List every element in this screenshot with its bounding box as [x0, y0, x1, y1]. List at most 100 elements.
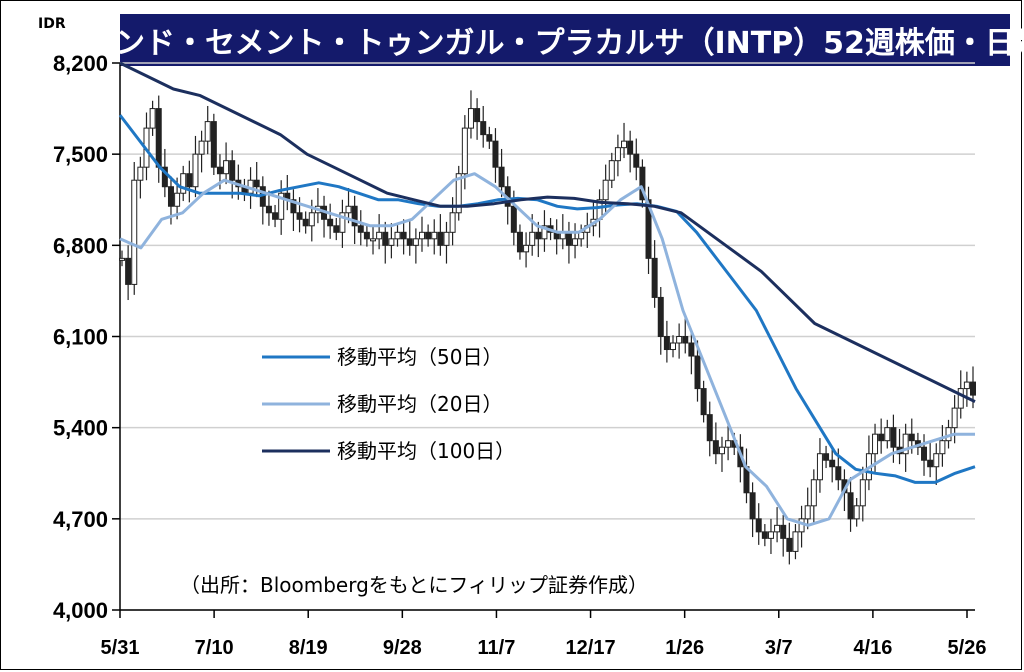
candle-body: [486, 134, 493, 142]
x-tick-label: 4/16: [853, 637, 892, 659]
candle-body: [602, 179, 609, 201]
candle-body: [645, 199, 652, 259]
candle-body: [498, 166, 505, 188]
candle-body: [431, 231, 438, 240]
candle-body: [829, 459, 836, 468]
y-tick-label: 7,500: [53, 142, 108, 167]
candle-body: [480, 121, 487, 136]
candle-body: [810, 479, 817, 507]
chart-title: インド・セメント・トゥンガル・プラカルサ（INTP）52週株価・日足: [85, 26, 1024, 61]
candle-body: [290, 199, 297, 214]
candle-body: [376, 231, 383, 240]
x-tick-label: 5/26: [948, 637, 987, 659]
candle-body: [884, 427, 891, 442]
candle-body: [792, 531, 799, 552]
candle-body: [718, 446, 725, 455]
candle-body: [878, 433, 885, 442]
x-axis-ticks: 5/31 7/10 8/19 9/28 11/7 12/17 1/26 3/7 4/16 5/26: [101, 610, 987, 659]
x-tick-label: 11/7: [478, 637, 516, 659]
candle-body: [694, 355, 701, 390]
y-tick-label: 4,700: [53, 507, 108, 532]
candle-body: [149, 108, 156, 129]
candle-body: [119, 257, 125, 261]
x-tick-label: 12/17: [566, 637, 616, 659]
candle-body: [443, 231, 450, 246]
candle-body: [786, 537, 793, 552]
candle-body: [535, 231, 542, 240]
candle-body: [253, 179, 260, 188]
x-tick-label: 7/10: [195, 637, 234, 659]
candle-body: [951, 407, 958, 429]
x-tick-label: 3/7: [765, 637, 793, 659]
legend: 移動平均（50日） 移動平均（20日） 移動平均（100日）: [262, 345, 515, 463]
candle-body: [847, 492, 854, 520]
moving-averages: [118, 61, 976, 527]
x-tick-label: 8/19: [289, 637, 328, 659]
candle-body: [333, 225, 340, 233]
candle-body: [921, 446, 928, 461]
candle-body: [204, 121, 211, 142]
source-note: （出所：Bloombergをもとにフィリップ証券作成）: [180, 573, 648, 597]
y-axis-ticks: 8,200 7,500 6,800 6,100 5,400 4,700 4,000: [53, 51, 120, 623]
candle-body: [351, 205, 358, 227]
candle-body: [229, 160, 236, 181]
candle-body: [541, 225, 548, 240]
candle-body: [663, 336, 670, 351]
price-candles: [119, 90, 976, 565]
candle-body: [192, 153, 199, 188]
candle-body: [639, 166, 646, 201]
candle-body: [339, 212, 346, 233]
candle-body: [725, 440, 732, 448]
candle-body: [970, 381, 976, 396]
y-tick-label: 6,800: [53, 233, 108, 258]
candle-body: [216, 166, 223, 175]
candle-body: [296, 212, 303, 220]
candle-body: [406, 238, 413, 246]
candle-body: [927, 459, 934, 468]
candle-body: [449, 212, 456, 233]
candle-body: [835, 466, 842, 481]
candle-body: [308, 212, 315, 227]
candle-body: [816, 453, 823, 481]
candle-body: [749, 492, 756, 520]
candle-body: [670, 342, 677, 351]
candle-body: [872, 433, 879, 455]
candle-body: [370, 238, 377, 242]
candle-body: [492, 140, 499, 168]
candle-body: [712, 440, 719, 455]
series-line-2: [119, 172, 975, 527]
candle-body: [161, 166, 168, 188]
candle-body: [327, 218, 334, 227]
candle-body: [780, 524, 787, 539]
candle-body: [614, 147, 621, 162]
candle-body: [131, 179, 138, 285]
candle-body: [651, 257, 658, 298]
candle-body: [345, 205, 352, 214]
candle-body: [461, 127, 468, 175]
candle-body: [963, 381, 970, 390]
candle-body: [302, 218, 309, 227]
candle-body: [186, 173, 193, 188]
candle-body: [700, 388, 707, 416]
candle-body: [474, 108, 481, 123]
y-axis-unit: IDR: [38, 16, 66, 32]
candle-body: [767, 531, 774, 539]
candle-body: [755, 518, 762, 533]
y-tick-label: 4,000: [53, 598, 108, 623]
candle-body: [523, 244, 530, 253]
candle-body: [706, 414, 713, 442]
legend-label: 移動平均（100日）: [337, 439, 515, 463]
candle-body: [357, 225, 364, 233]
candle-body: [388, 238, 395, 246]
legend-label: 移動平均（20日）: [337, 392, 502, 416]
candle-body: [210, 121, 217, 168]
candle-body: [657, 296, 664, 337]
candle-body: [823, 453, 830, 461]
candle-body: [167, 186, 174, 207]
series-line-1: [118, 114, 976, 484]
candle-body: [278, 192, 285, 220]
candle-body: [853, 505, 860, 520]
candle-body: [137, 166, 144, 181]
